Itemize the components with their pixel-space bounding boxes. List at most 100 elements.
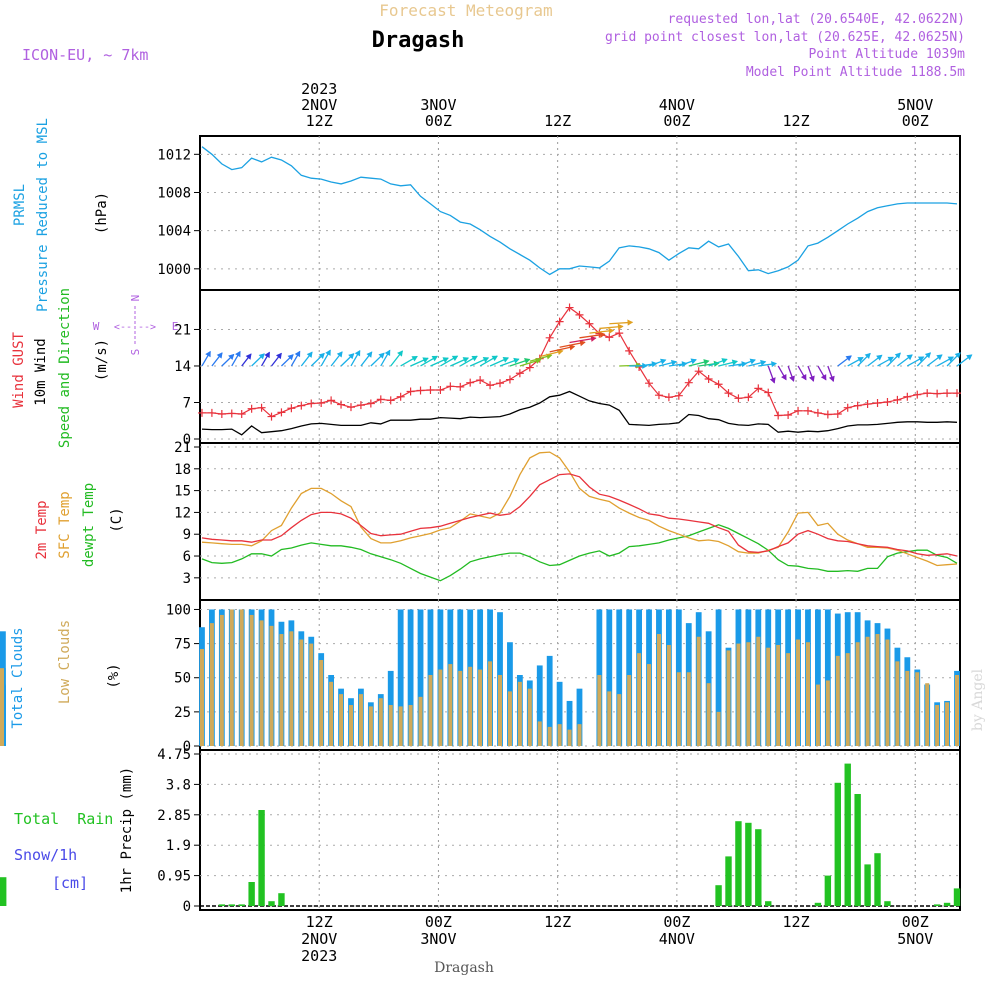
total-cloud-bar <box>536 665 543 746</box>
gust-marker <box>883 397 892 406</box>
low-cloud-bar <box>547 726 552 746</box>
wind-arrow-head <box>205 350 211 358</box>
precip-bar <box>268 901 275 906</box>
gust-marker <box>496 379 505 388</box>
wind-arrow-head <box>287 354 294 361</box>
gust-marker <box>247 404 256 413</box>
wind-panel <box>197 303 973 436</box>
low-cloud-bar <box>955 675 959 746</box>
wind-arrow-head <box>599 331 606 338</box>
wind-arrow-head <box>670 359 678 366</box>
ytick-label-clouds: 50 <box>174 671 191 687</box>
ytick-label-temp: 15 <box>174 484 191 500</box>
bottom-time-label: 00Z <box>425 913 452 931</box>
ytick-label-wind: 14 <box>174 359 191 375</box>
gust-marker <box>565 303 574 312</box>
total-cloud-bar <box>546 655 553 746</box>
precip-bar <box>854 794 861 906</box>
gust-marker <box>525 363 534 372</box>
wind-arrow-head <box>590 335 597 342</box>
precip-bar <box>864 864 871 906</box>
gust-marker <box>416 386 425 395</box>
total-cloud-bar <box>556 681 563 746</box>
ytick-label-pressure: 1012 <box>157 147 191 163</box>
low-cloud-bar <box>925 683 930 746</box>
ytick-label-temp: 21 <box>174 440 191 456</box>
gust-marker <box>217 409 226 418</box>
total-cloud-bar <box>576 688 583 746</box>
wind-arrow-head <box>800 373 807 381</box>
precip-panel <box>0 763 961 907</box>
gust-marker <box>645 379 654 388</box>
precip-bar <box>218 904 226 906</box>
bottom-time-label: 2NOV <box>301 930 337 948</box>
low-cloud-bar <box>428 675 433 746</box>
low-cloud-bar <box>458 670 463 746</box>
precip-bar <box>765 901 772 906</box>
wind-arrow-head <box>808 375 815 382</box>
low-cloud-bar <box>736 643 741 746</box>
model-altitude: Model Point Altitude 1188.5m <box>746 65 965 80</box>
frame-precip <box>199 749 961 911</box>
low-cloud-bar <box>299 639 304 746</box>
gust-marker <box>803 406 812 415</box>
wind-arrow-head <box>306 351 313 358</box>
gust-marker <box>257 403 266 412</box>
ytick-label-clouds: 100 <box>166 602 191 618</box>
gust-marker <box>625 346 634 355</box>
sfc-temp-line <box>201 451 958 567</box>
low-cloud-bar <box>865 636 870 746</box>
gust-marker <box>307 399 316 408</box>
low-cloud-bar <box>438 669 443 746</box>
wind-arrow-head <box>690 358 697 365</box>
precip-bar <box>248 882 255 906</box>
wind-arrow-head <box>354 349 361 357</box>
bottom-time-label: 00Z <box>902 913 929 931</box>
total-cloud-bar <box>824 609 831 746</box>
low-cloud-bar <box>756 636 761 746</box>
wind-arrow-head <box>348 353 355 360</box>
wind-arrow-head <box>557 349 564 356</box>
gust-marker <box>575 310 584 319</box>
location-title: Dragash <box>372 28 465 53</box>
low-cloud-bar <box>199 649 204 746</box>
forecast-subtitle: Forecast Meteogram <box>379 1 552 20</box>
gust-marker <box>317 399 326 408</box>
precip-bar <box>834 782 841 906</box>
wind-arrow-head <box>513 357 520 364</box>
low-cloud-bar <box>825 680 830 746</box>
low-cloud-bar <box>269 625 274 746</box>
gust-label: Wind GUST <box>11 332 27 408</box>
gust-marker <box>376 395 385 404</box>
wind-arrow-head <box>917 356 925 362</box>
low-cloud-bar <box>617 694 622 746</box>
low-cloud-bar <box>289 631 294 746</box>
wind-label: 10m Wind <box>33 338 49 405</box>
total-cloud-bar <box>397 609 404 746</box>
compass-n: N <box>129 295 142 302</box>
gust-marker <box>297 401 306 410</box>
wind-arrow-head <box>216 352 223 359</box>
gust-marker <box>327 396 336 405</box>
precip-bar <box>953 888 961 906</box>
wind-unit: (m/s) <box>94 339 110 381</box>
precip-bar <box>824 875 832 906</box>
gust-marker <box>436 385 445 394</box>
low-cloud-bar <box>319 659 324 746</box>
low-cloud-bar <box>915 672 920 746</box>
wind-arrow-head <box>491 355 498 362</box>
compass-w: W <box>93 320 100 333</box>
wind-arrow-head <box>431 355 438 362</box>
low-cloud-bar <box>0 702 4 746</box>
low-cloud-bar <box>597 675 602 746</box>
pressure-label: PRMSL <box>12 184 28 226</box>
gust-marker <box>674 391 683 400</box>
total-cloud-bar <box>417 609 424 746</box>
wind-arrow-head <box>966 354 973 361</box>
low-cloud-bar <box>726 650 731 746</box>
temp-2m-line <box>201 473 958 557</box>
precip-bar <box>228 904 235 906</box>
gust-marker <box>833 409 842 418</box>
precip-bar <box>715 885 722 906</box>
